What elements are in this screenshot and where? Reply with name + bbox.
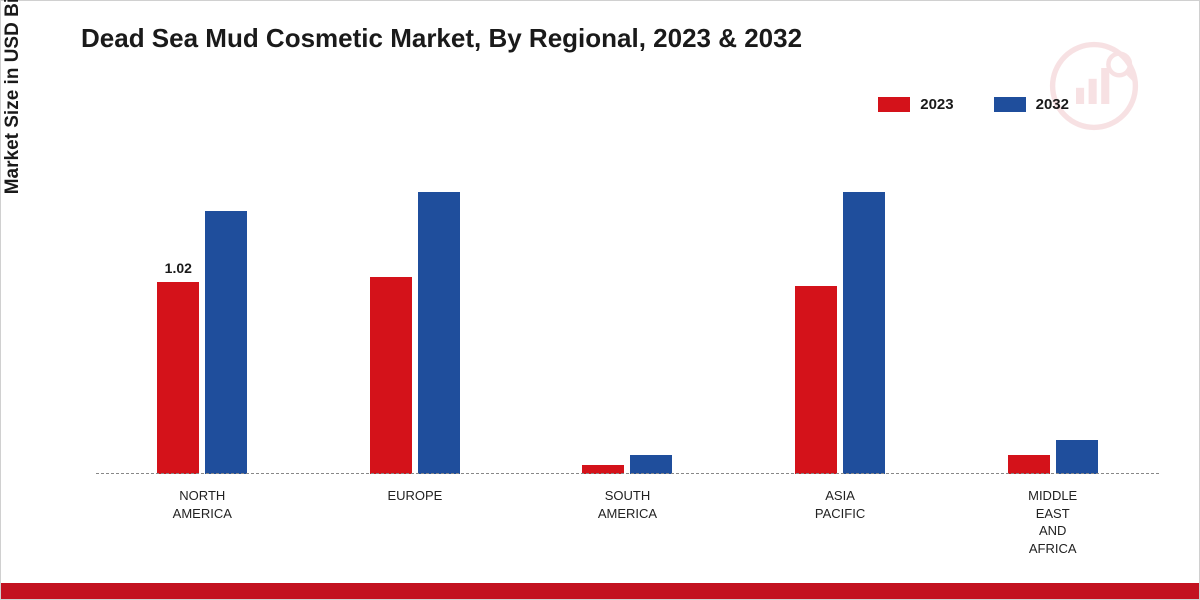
legend: 2023 2032 — [878, 96, 1069, 113]
chart-title: Dead Sea Mud Cosmetic Market, By Regiona… — [81, 23, 802, 54]
legend-label-2023: 2023 — [920, 96, 953, 113]
baseline — [96, 473, 1159, 474]
bar-mea-2032 — [1056, 440, 1098, 474]
watermark-logo — [1049, 41, 1139, 131]
bar-south-america-2032 — [630, 455, 672, 474]
y-axis-label: Market Size in USD Billion — [2, 0, 24, 194]
bar-europe-2023 — [370, 277, 412, 474]
x-label-europe: EUROPE — [309, 481, 522, 571]
bar-mea-2023 — [1008, 455, 1050, 474]
footer-accent-bar — [1, 583, 1199, 599]
legend-label-2032: 2032 — [1036, 96, 1069, 113]
chart-container: Dead Sea Mud Cosmetic Market, By Regiona… — [0, 0, 1200, 600]
bar-asia-pacific-2032 — [843, 192, 885, 474]
x-axis-labels: NORTHAMERICA EUROPE SOUTHAMERICA ASIAPAC… — [96, 481, 1159, 571]
legend-item-2032: 2032 — [994, 96, 1069, 113]
x-label-asia-pacific: ASIAPACIFIC — [734, 481, 947, 571]
bar-asia-pacific-2023 — [795, 286, 837, 474]
legend-swatch-2032 — [994, 97, 1026, 112]
legend-swatch-2023 — [878, 97, 910, 112]
x-label-south-america: SOUTHAMERICA — [521, 481, 734, 571]
x-label-mea: MIDDLEEASTANDAFRICA — [946, 481, 1159, 571]
group-south-america — [521, 136, 734, 474]
group-mea — [946, 136, 1159, 474]
bar-north-america-2032 — [205, 211, 247, 474]
value-label-north-america-2023: 1.02 — [165, 260, 192, 276]
bar-north-america-2023: 1.02 — [157, 282, 199, 474]
group-europe — [309, 136, 522, 474]
legend-item-2023: 2023 — [878, 96, 953, 113]
x-label-north-america: NORTHAMERICA — [96, 481, 309, 571]
bar-groups: 1.02 — [96, 136, 1159, 474]
plot-area: 1.02 — [96, 136, 1159, 474]
group-asia-pacific — [734, 136, 947, 474]
bar-europe-2032 — [418, 192, 460, 474]
group-north-america: 1.02 — [96, 136, 309, 474]
